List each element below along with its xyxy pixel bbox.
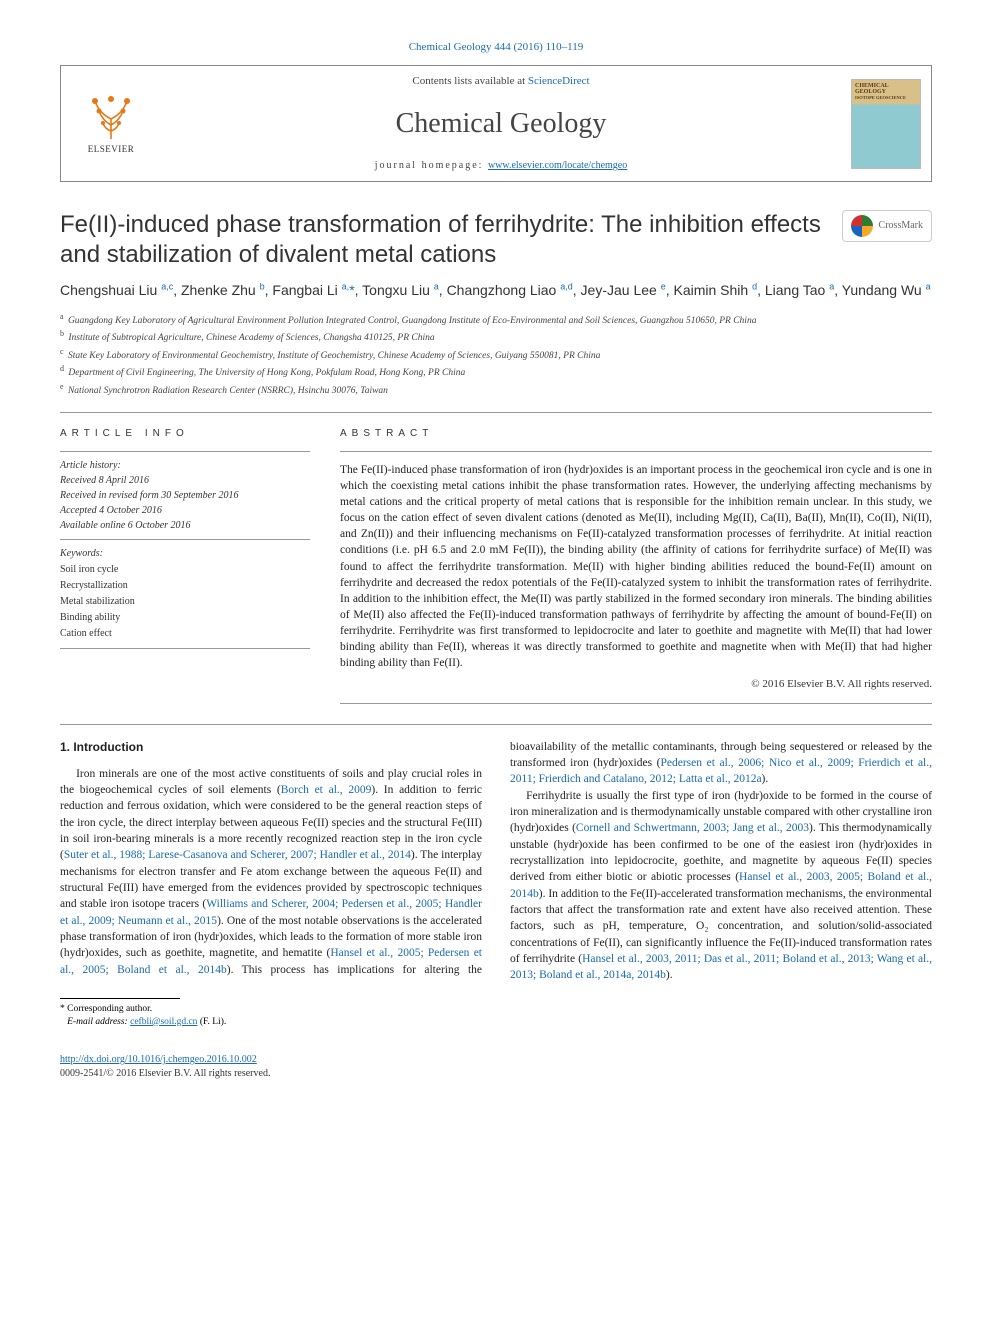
journal-homepage-line: journal homepage: www.elsevier.com/locat… [151,159,851,173]
body-paragraph: Ferrihydrite is usually the first type o… [510,788,932,984]
running-citation: Chemical Geology 444 (2016) 110–119 [60,40,932,55]
abstract-copyright: © 2016 Elsevier B.V. All rights reserved… [340,677,932,692]
abstract-label: ABSTRACT [340,427,932,441]
history-line: Received 8 April 2016 [60,473,310,488]
keywords-label: Keywords: [60,546,310,562]
affiliation-line: e National Synchrotron Radiation Researc… [60,381,932,398]
journal-header-box: ELSEVIER Contents lists available at Sci… [60,65,932,182]
article-info-column: ARTICLE INFO Article history: Received 8… [60,427,310,704]
citation-link[interactable]: Cornell and Schwertmann, 2003; Jang et a… [576,822,809,834]
affiliations: a Guangdong Key Laboratory of Agricultur… [60,311,932,398]
doi-link[interactable]: http://dx.doi.org/10.1016/j.chemgeo.2016… [60,1054,257,1065]
citation-link[interactable]: Hansel et al., [330,947,393,959]
keyword: Metal stabilization [60,594,310,610]
crossmark-label: CrossMark [879,219,923,233]
corresponding-author-note: * Corresponding author. [60,1003,932,1016]
elsevier-tree-icon [81,91,141,141]
article-title: Fe(II)-induced phase transformation of f… [60,210,822,270]
footnote-rule [60,998,180,999]
affiliation-line: a Guangdong Key Laboratory of Agricultur… [60,311,932,328]
section-rule [60,724,932,725]
authors-list: Chengshuai Liu a,c, Zhenke Zhu b, Fangba… [60,280,932,301]
keywords-block: Keywords: Soil iron cycle Recrystallizat… [60,546,310,642]
body-two-column: 1. Introduction Iron minerals are one of… [60,739,932,984]
history-line: Available online 6 October 2016 [60,518,310,533]
sciencedirect-link[interactable]: ScienceDirect [528,75,590,87]
citation-link[interactable]: Borch et al., 2009 [281,784,372,796]
article-info-abstract-row: ARTICLE INFO Article history: Received 8… [60,427,932,704]
cover-title: CHEMICAL GEOLOGY ISOTOPE GEOSCIENCE [855,83,917,102]
keyword: Cation effect [60,626,310,642]
title-row: Fe(II)-induced phase transformation of f… [60,210,932,270]
footnotes: * Corresponding author. E-mail address: … [60,1003,932,1030]
keyword: Soil iron cycle [60,562,310,578]
article-info-label: ARTICLE INFO [60,427,310,441]
journal-homepage-link[interactable]: www.elsevier.com/locate/chemgeo [488,160,627,171]
keyword: Recrystallization [60,578,310,594]
contents-prefix: Contents lists available at [412,75,527,87]
homepage-prefix: journal homepage: [375,160,488,171]
history-line: Accepted 4 October 2016 [60,503,310,518]
page-footer: http://dx.doi.org/10.1016/j.chemgeo.2016… [60,1053,932,1081]
affiliation-line: d Department of Civil Engineering, The U… [60,363,932,380]
keyword: Binding ability [60,610,310,626]
journal-name: Chemical Geology [151,104,851,143]
history-label: Article history: [60,458,310,473]
citation-link[interactable]: Suter et al., 1988; Larese-Casanova and … [64,849,411,861]
article-history: Article history: Received 8 April 2016 R… [60,458,310,533]
affiliation-line: c State Key Laboratory of Environmental … [60,346,932,363]
corresponding-email-link[interactable]: cefbli@soil.gd.cn [130,1017,197,1027]
elsevier-label: ELSEVIER [88,143,135,156]
abstract-text: The Fe(II)-induced phase transformation … [340,462,932,671]
contents-lists-line: Contents lists available at ScienceDirec… [151,74,851,89]
email-note: E-mail address: cefbli@soil.gd.cn (F. Li… [60,1016,932,1029]
elsevier-logo: ELSEVIER [71,84,151,164]
crossmark-badge[interactable]: CrossMark [842,210,932,242]
issn-copyright: 0009-2541/© 2016 Elsevier B.V. All right… [60,1068,270,1079]
section-rule [60,412,932,413]
abstract-column: ABSTRACT The Fe(II)-induced phase transf… [340,427,932,704]
crossmark-icon [851,215,873,237]
intro-heading: 1. Introduction [60,739,482,756]
header-center: Contents lists available at ScienceDirec… [151,74,851,173]
affiliation-line: b Institute of Subtropical Agriculture, … [60,328,932,345]
journal-cover-thumb: CHEMICAL GEOLOGY ISOTOPE GEOSCIENCE [851,79,921,169]
history-line: Received in revised form 30 September 20… [60,488,310,503]
